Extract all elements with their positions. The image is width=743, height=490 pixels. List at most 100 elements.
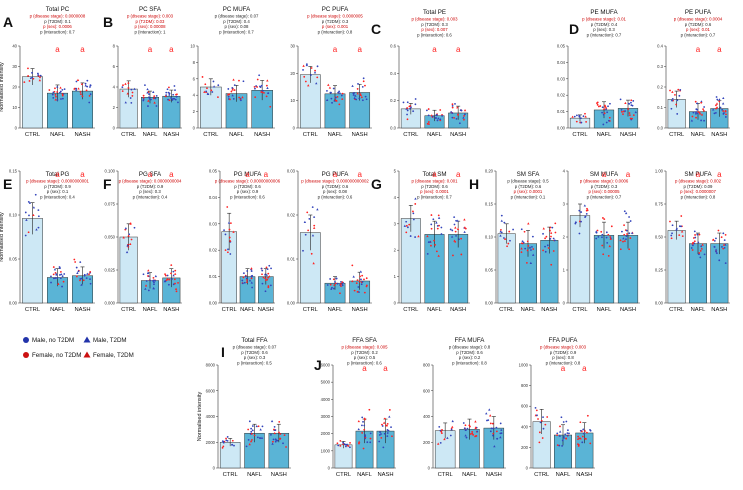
data-point: [558, 424, 562, 428]
data-point: [465, 436, 468, 439]
data-point: [332, 278, 335, 281]
y-tick-label: 0.4: [657, 44, 663, 49]
data-point: [50, 275, 52, 278]
data-point: [28, 80, 31, 82]
data-point: [127, 82, 130, 85]
data-point: [302, 64, 305, 67]
data-point: [556, 434, 558, 436]
category-label: NASH: [352, 132, 368, 138]
data-point: [238, 79, 240, 82]
data-point: [27, 67, 29, 70]
data-point: [623, 109, 627, 112]
y-tick-label: 0.25: [655, 268, 664, 273]
data-point: [469, 425, 471, 428]
category-label: NAFL: [427, 132, 443, 138]
data-point: [450, 235, 454, 238]
y-tick-label: 4: [193, 93, 196, 98]
data-point: [580, 117, 582, 120]
data-point: [407, 226, 409, 229]
data-point: [520, 251, 523, 254]
data-point: [336, 282, 339, 285]
stat-line: p (disease stage): 0.01: [582, 17, 626, 22]
stat-line: p (T2DM): 0.3: [421, 22, 448, 27]
stat-line: p (sex): 0.5: [354, 355, 376, 360]
data-point: [23, 81, 26, 84]
data-point: [595, 231, 598, 234]
panel-title: PE MUFA: [590, 9, 618, 16]
data-point: [57, 282, 60, 285]
category-label: CTRL: [121, 307, 137, 313]
data-point: [718, 98, 721, 101]
data-point: [579, 421, 582, 424]
data-point: [694, 100, 697, 103]
data-point: [473, 434, 477, 438]
stat-line: p (sex): 0.3: [139, 189, 161, 194]
data-point: [596, 103, 599, 106]
data-point: [204, 83, 207, 86]
data-point: [544, 245, 546, 248]
data-point: [713, 245, 716, 248]
sig-letter: a: [55, 170, 60, 179]
y-tick-label: 10: [190, 44, 195, 49]
data-point: [154, 279, 156, 282]
data-point: [680, 230, 684, 233]
data-point: [434, 117, 437, 119]
panel-letter: B: [103, 14, 113, 30]
data-point: [59, 267, 61, 269]
stat-line: p (disease stage): 0.002: [675, 179, 722, 184]
data-point: [365, 284, 368, 287]
data-point: [585, 438, 587, 440]
data-point: [499, 422, 502, 425]
data-point: [332, 287, 335, 290]
panel-title: Total SM: [422, 171, 446, 178]
data-point: [359, 93, 362, 96]
bar: [334, 444, 353, 469]
data-point: [464, 227, 467, 230]
data-point: [474, 420, 477, 423]
data-point: [474, 427, 477, 430]
data-point: [348, 446, 351, 449]
data-point: [630, 104, 633, 107]
data-point: [175, 290, 178, 293]
data-point: [488, 408, 491, 411]
data-point: [362, 447, 365, 450]
data-point: [54, 93, 57, 96]
data-point: [224, 233, 227, 236]
data-point: [352, 92, 355, 95]
data-point: [82, 279, 85, 282]
category-label: CTRL: [121, 132, 137, 138]
stat-line: p (interaction): 0.6: [347, 360, 382, 365]
sig-letter: a: [333, 45, 338, 54]
y-tick-label: 0.00: [209, 301, 218, 306]
data-point: [79, 279, 81, 282]
data-point: [381, 423, 383, 426]
y-tick-label: 6: [113, 64, 116, 69]
data-point: [147, 96, 150, 99]
data-point: [154, 274, 158, 278]
data-point: [363, 428, 366, 431]
data-point: [355, 282, 358, 285]
data-point: [233, 89, 236, 91]
data-point: [329, 278, 332, 280]
data-point: [311, 206, 314, 209]
bar: [569, 215, 591, 304]
stat-line: p (T2DM): 0.3: [591, 184, 618, 189]
data-point: [490, 427, 493, 430]
data-point: [539, 421, 542, 424]
data-point: [700, 245, 703, 248]
data-point: [228, 228, 231, 231]
data-point: [261, 425, 264, 428]
data-point: [602, 217, 604, 219]
data-point: [451, 425, 454, 428]
category-label: CTRL: [25, 132, 41, 138]
data-point: [59, 86, 62, 89]
data-point: [670, 234, 673, 237]
data-point: [86, 79, 89, 82]
data-point: [149, 279, 152, 282]
data-point: [165, 279, 168, 282]
data-point: [341, 92, 344, 95]
y-tick-label: 0.4: [390, 71, 396, 76]
y-tick-label: 1.00: [655, 169, 664, 174]
data-point: [503, 237, 507, 240]
data-point: [364, 435, 367, 438]
